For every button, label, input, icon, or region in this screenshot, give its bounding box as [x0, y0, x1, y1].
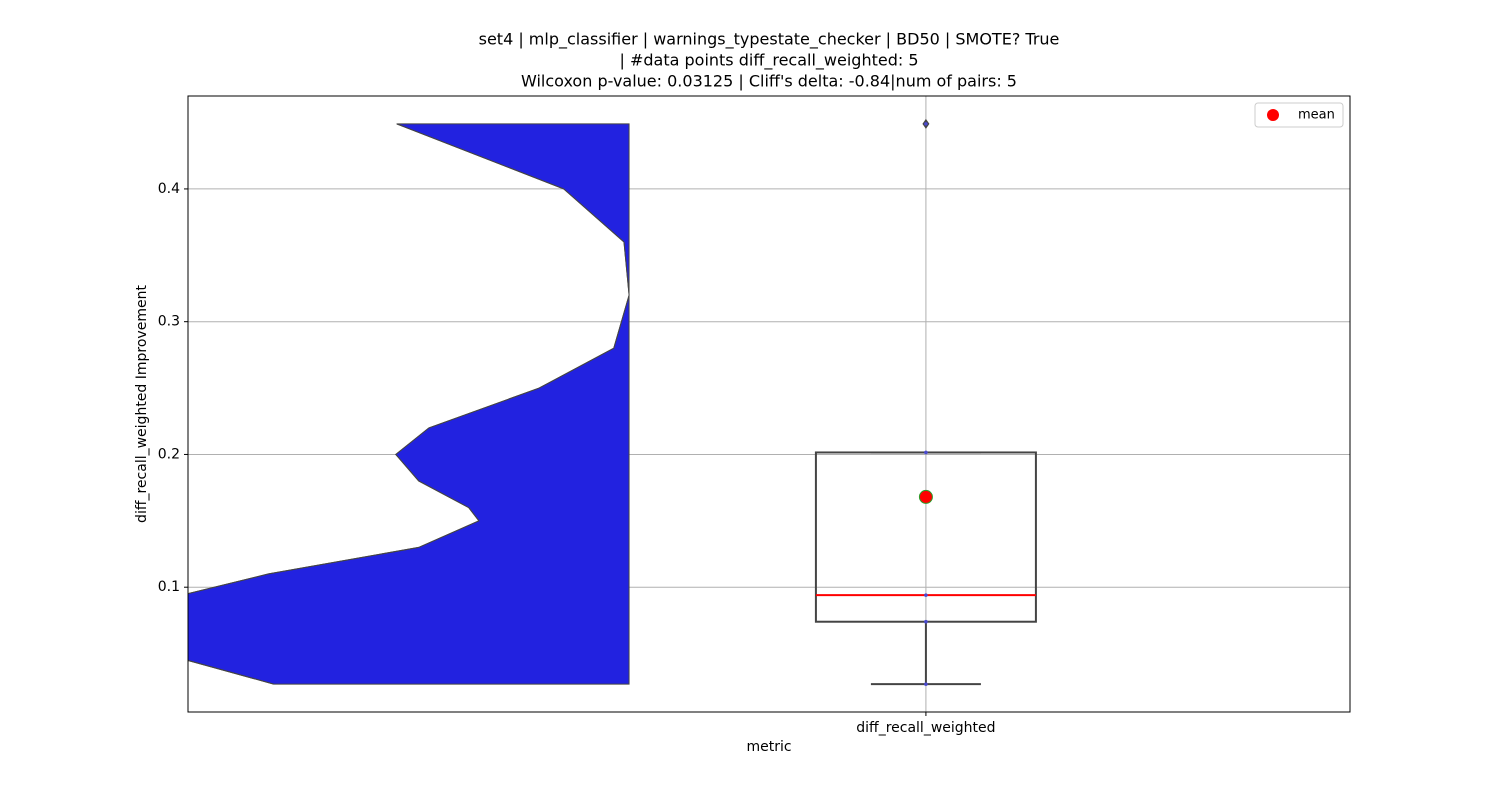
- plot-area: [188, 96, 1350, 712]
- x-axis-label: metric: [746, 739, 791, 755]
- violin-outline: [188, 123, 630, 685]
- legend-box: [1254, 102, 1344, 128]
- y-tick-label: 0.1: [158, 579, 180, 595]
- y-tick-label: 0.2: [158, 446, 180, 462]
- data-point: [924, 619, 928, 624]
- chart-title: | #data points diff_recall_weighted: 5: [619, 51, 918, 71]
- legend-label: mean: [1298, 108, 1335, 123]
- mean-marker: [918, 489, 933, 504]
- data-point: [924, 122, 928, 126]
- data-point: [924, 593, 928, 597]
- legend-marker: [1267, 109, 1279, 121]
- plot-frame: [187, 95, 1351, 713]
- data-point: [924, 450, 928, 455]
- x-tick-label: diff_recall_weighted: [856, 720, 995, 736]
- violin-fill: [188, 123, 630, 685]
- y-axis-label: diff_recall_weighted Improvement: [134, 285, 150, 523]
- chart-title: Wilcoxon p-value: 0.03125 | Cliff's delt…: [521, 72, 1017, 91]
- y-tick-label: 0.4: [158, 181, 180, 197]
- overlay: mean: [1254, 102, 1344, 128]
- y-tick-label: 0.3: [158, 314, 180, 330]
- data-point: [924, 682, 928, 686]
- chart-title: set4 | mlp_classifier | warnings_typesta…: [479, 30, 1060, 50]
